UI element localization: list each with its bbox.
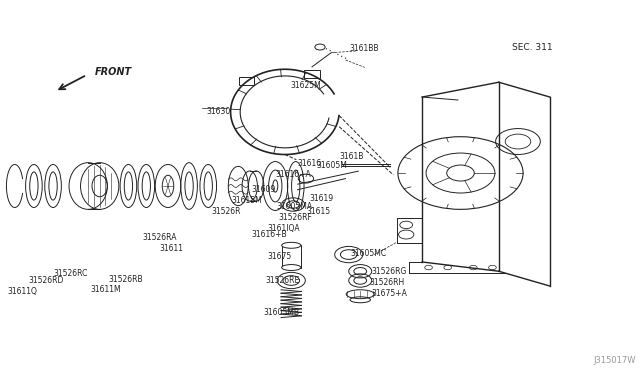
Text: 31611M: 31611M xyxy=(90,285,121,294)
Text: 31605MB: 31605MB xyxy=(264,308,300,317)
Text: 31616+A: 31616+A xyxy=(275,170,311,179)
Text: 31605MA: 31605MA xyxy=(276,202,313,211)
Text: 31526RA: 31526RA xyxy=(143,233,177,243)
Bar xyxy=(305,70,320,78)
Text: 31526RE: 31526RE xyxy=(266,276,300,285)
Text: 3161IQA: 3161IQA xyxy=(268,224,300,233)
Text: 31611: 31611 xyxy=(159,244,183,253)
Text: 31615M: 31615M xyxy=(232,196,262,205)
Text: 31675+A: 31675+A xyxy=(371,289,407,298)
Text: 31625M: 31625M xyxy=(290,81,321,90)
Text: SEC. 311: SEC. 311 xyxy=(511,43,552,52)
Text: 31526RC: 31526RC xyxy=(53,269,88,278)
Text: 31609: 31609 xyxy=(251,185,275,194)
Text: 31526RB: 31526RB xyxy=(108,275,143,284)
Text: 31526R: 31526R xyxy=(211,208,241,217)
Text: 31615: 31615 xyxy=(306,207,330,216)
Text: 31675: 31675 xyxy=(268,252,292,261)
Text: 3161BB: 3161BB xyxy=(349,44,379,53)
Text: 31526RH: 31526RH xyxy=(370,278,405,287)
Text: FRONT: FRONT xyxy=(95,67,132,77)
Text: 31605M: 31605M xyxy=(317,161,348,170)
Bar xyxy=(282,245,301,267)
Text: 31526RG: 31526RG xyxy=(371,267,406,276)
Text: 31616+B: 31616+B xyxy=(251,230,287,239)
Text: 31616: 31616 xyxy=(298,159,322,168)
Ellipse shape xyxy=(282,242,301,248)
Text: 3161B: 3161B xyxy=(339,152,364,161)
Bar xyxy=(239,77,254,85)
Text: 31605MC: 31605MC xyxy=(351,249,387,258)
Text: 31619: 31619 xyxy=(310,195,334,203)
Text: J315017W: J315017W xyxy=(594,356,636,365)
Text: 31526RF: 31526RF xyxy=(278,213,312,222)
Text: 31611Q: 31611Q xyxy=(7,287,37,296)
Text: 31526RD: 31526RD xyxy=(28,276,63,285)
Ellipse shape xyxy=(282,264,301,270)
Text: 31630: 31630 xyxy=(206,108,230,116)
